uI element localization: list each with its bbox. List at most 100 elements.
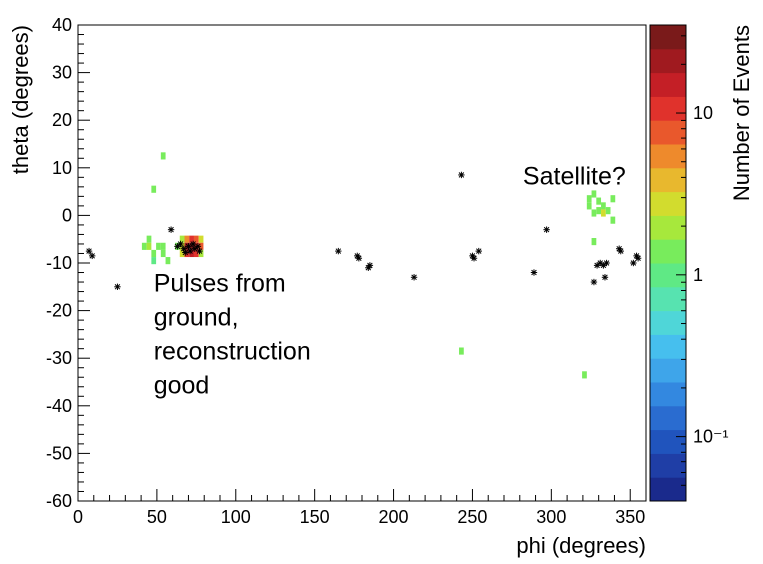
heatmap-cell (591, 238, 597, 246)
x-axis: 0 50 100 150 200 250 300 350 (73, 489, 647, 527)
y-tick-label: -10 (46, 253, 72, 273)
star-stroke (543, 226, 550, 233)
heatmap-cell (596, 197, 602, 205)
star-stroke (618, 248, 624, 254)
annotations: Pulses from ground, reconstruction good Sate… (154, 162, 626, 399)
x-tick-label: 100 (221, 507, 251, 527)
star-stroke (602, 274, 608, 281)
colorbar-segment (650, 358, 686, 383)
star-point (182, 249, 189, 256)
star-stroke (411, 274, 417, 281)
annotation: Satellite? (523, 162, 626, 190)
heatmap-cell (189, 235, 194, 243)
star-point (196, 247, 203, 255)
star-stroke (633, 253, 640, 259)
star-stroke (174, 243, 181, 250)
star-stroke (335, 248, 342, 254)
star-stroke (597, 260, 603, 266)
heatmap-cell (591, 209, 597, 217)
star-point (194, 243, 202, 250)
heatmap-cell (601, 209, 606, 217)
heatmap-cell (184, 235, 190, 243)
y-tick-label: -30 (46, 348, 72, 368)
star-point (470, 255, 478, 262)
star-stroke (471, 255, 477, 261)
star-stroke (190, 241, 196, 247)
y-tick-label: 30 (52, 63, 72, 83)
x-tick-label: 150 (300, 507, 330, 527)
heatmap-cell (146, 235, 152, 243)
colorbar-frame (649, 24, 687, 502)
star-point (590, 278, 598, 286)
star-point (167, 226, 175, 233)
star-point (191, 245, 198, 252)
star-point (177, 240, 184, 248)
star-stroke (114, 284, 121, 290)
star-point (335, 247, 342, 255)
star-point (410, 274, 418, 281)
heatmap-cell (160, 249, 166, 258)
star-stroke (177, 241, 184, 247)
star-point (630, 259, 637, 267)
star-stroke (354, 253, 361, 259)
heatmap-cell (601, 202, 606, 210)
colorbar-segment (650, 25, 686, 50)
star-stroke (630, 260, 637, 266)
y-tick-label: 0 (62, 205, 72, 225)
x-tick-label: 250 (457, 507, 487, 527)
heatmap-cell (156, 242, 161, 250)
heatmap-cell (179, 235, 185, 243)
star-point (355, 255, 363, 262)
colorbar-segment (650, 167, 686, 193)
colorbar-segment (650, 453, 686, 478)
star-stroke (86, 248, 92, 254)
colorbar-segment (650, 72, 686, 97)
colorbar (650, 25, 686, 502)
star-stroke (192, 245, 198, 252)
star-point (458, 171, 465, 179)
star-stroke (600, 262, 607, 269)
star-point (475, 247, 482, 255)
y-tick-label: -50 (46, 443, 72, 463)
star-stroke (182, 249, 189, 256)
star-point (530, 269, 538, 276)
colorbar-tick-label: 1 (693, 265, 703, 285)
heatmap-cell (198, 235, 204, 243)
heatmap-cell (586, 202, 592, 210)
heatmap-cell (189, 249, 194, 258)
x-tick-label: 350 (615, 507, 645, 527)
colorbar-segment (650, 310, 686, 335)
annotation: Pulses from ground, reconstruction good (154, 270, 311, 400)
star-stroke (458, 172, 465, 178)
y-tick-label: 10 (52, 158, 72, 178)
heatmap-cell (586, 195, 592, 203)
heatmap-cell (591, 190, 597, 198)
star-stroke (603, 260, 610, 266)
y-tick-label: 40 (52, 15, 72, 35)
star-point (593, 262, 601, 269)
star-stroke (616, 245, 622, 252)
star-stroke (476, 248, 482, 254)
star-stroke (365, 265, 372, 271)
colorbar-segment (650, 382, 686, 407)
colorbar-segment (650, 120, 686, 145)
colorbar-segment (650, 48, 686, 74)
y-axis-label: theta (degrees) (8, 25, 33, 174)
star-point (186, 247, 194, 255)
y-tick-label: -20 (46, 301, 72, 321)
heatmap-cell (193, 235, 199, 243)
star-stroke (594, 262, 600, 269)
colorbar-tick-label: 10 (693, 103, 713, 123)
heatmap-cell (193, 249, 199, 258)
colorbar-segment (650, 477, 686, 502)
heatmap-cell (198, 249, 204, 258)
star-stroke (591, 279, 597, 285)
star-stroke (185, 243, 192, 250)
star-stroke (168, 226, 174, 233)
star-point (89, 252, 96, 260)
x-tick-label: 300 (536, 507, 566, 527)
star-stroke (89, 253, 95, 259)
heatmap-cell (610, 195, 616, 203)
star-stroke (531, 269, 537, 276)
